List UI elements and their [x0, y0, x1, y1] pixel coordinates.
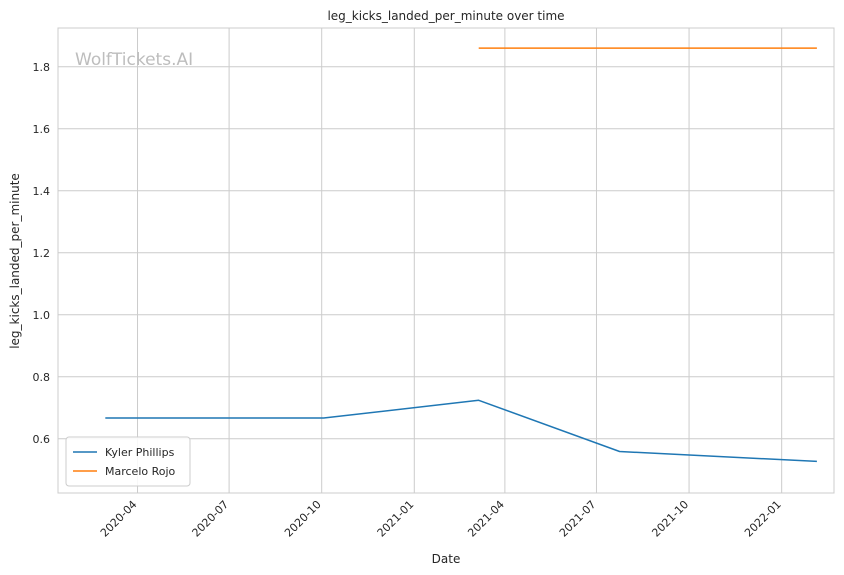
x-tick-label: 2021-07	[557, 498, 599, 540]
x-tick-label: 2022-01	[742, 498, 784, 540]
y-axis-title: leg_kicks_landed_per_minute	[8, 173, 22, 349]
y-tick-label: 1.6	[33, 123, 51, 136]
x-tick-label: 2021-10	[649, 498, 691, 540]
y-tick-label: 0.6	[33, 433, 51, 446]
series-layer	[105, 47, 817, 463]
watermark: WolfTickets.AI	[75, 50, 193, 70]
legend-box	[65, 436, 191, 487]
legend-label-kyler-phillips: Kyler Phillips	[105, 446, 175, 459]
y-tick-labels: 0.6 0.8 1.0 1.2 1.4 1.6 1.8	[33, 61, 51, 446]
x-tick-label: 2021-04	[465, 498, 507, 540]
x-tick-label: 2020-04	[98, 498, 140, 540]
plot-area	[57, 27, 835, 494]
y-tick-label: 0.8	[33, 371, 51, 384]
legend-label-marcelo-rojo: Marcelo Rojo	[105, 465, 176, 478]
x-tick-label: 2020-10	[282, 498, 324, 540]
x-tick-labels: 2020-04 2020-07 2020-10 2021-01 2021-04 2021-…	[98, 498, 784, 540]
y-tick-label: 1.4	[33, 185, 51, 198]
x-axis-title: Date	[432, 552, 461, 566]
x-tick-label: 2021-01	[375, 498, 417, 540]
series-line-kyler-phillips	[105, 399, 817, 463]
x-tick-label: 2020-07	[190, 498, 232, 540]
grid	[58, 28, 834, 493]
y-tick-label: 1.0	[33, 309, 51, 322]
chart-title: leg_kicks_landed_per_minute over time	[327, 9, 564, 23]
legend: Kyler Phillips Marcelo Rojo	[65, 436, 191, 487]
y-tick-label: 1.2	[33, 247, 51, 260]
y-tick-label: 1.8	[33, 61, 51, 74]
